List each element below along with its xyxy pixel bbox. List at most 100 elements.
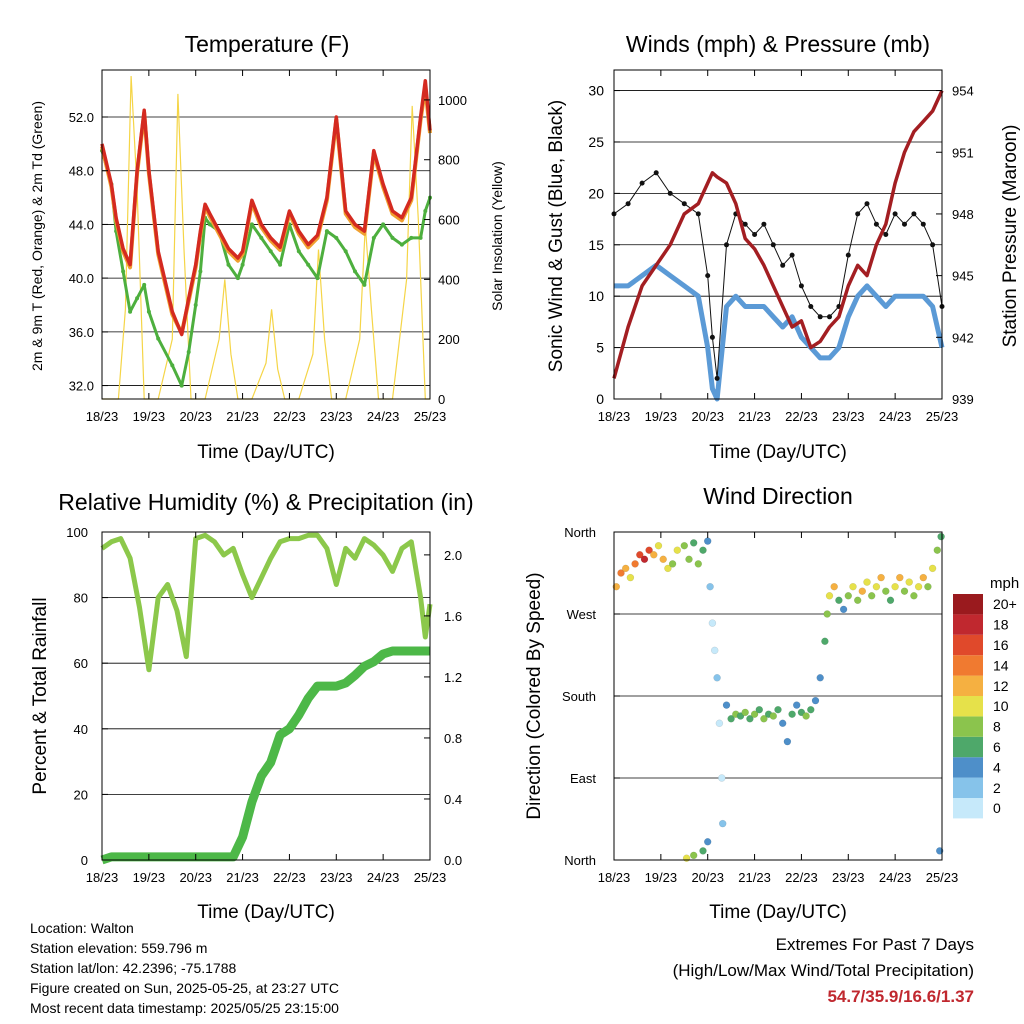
direction-point (849, 582, 857, 591)
direction-point (924, 582, 932, 591)
dewpoint-point (343, 249, 348, 254)
direction-point (807, 705, 815, 714)
gust-point (752, 232, 758, 237)
direction-point (664, 564, 672, 573)
legend-swatch (953, 634, 983, 656)
dewpoint-point (390, 235, 395, 240)
extremes-title: Extremes For Past 7 Days (775, 935, 974, 954)
dewpoint-point (146, 309, 151, 314)
x-tick-label: 18/23 (598, 409, 631, 424)
gust-point (789, 252, 795, 258)
gust-point (798, 283, 804, 289)
y-right-tick-label: 0.4 (444, 792, 462, 807)
direction-point (703, 838, 712, 846)
legend-swatch (953, 614, 983, 635)
x-tick-label: 25/23 (414, 870, 447, 885)
direction-point (722, 701, 731, 709)
legend-label: 18 (993, 617, 1009, 633)
direction-point (858, 587, 867, 595)
direction-point (612, 582, 621, 591)
legend-label: 8 (993, 719, 1001, 735)
y-right-tick-label: 2.0 (444, 548, 462, 563)
dewpoint-point (207, 222, 212, 227)
dewpoint-point (142, 282, 147, 287)
direction-point (621, 564, 630, 573)
direction-point (713, 674, 721, 682)
dewpoint-point (156, 336, 161, 341)
dewpoint-point (315, 276, 320, 281)
direction-point (699, 546, 707, 554)
station-location: Location: Walton (30, 920, 134, 936)
dewpoint-point (198, 269, 203, 274)
legend-label: 2 (993, 780, 1001, 796)
y-tick-label: 20 (588, 185, 604, 201)
x-tick-label: 18/23 (598, 870, 631, 885)
direction-point (905, 578, 913, 586)
direction-point (668, 560, 677, 568)
direction-point (867, 592, 876, 600)
dewpoint-point (278, 262, 283, 267)
direction-point (617, 569, 625, 577)
x-tick-label: 21/23 (738, 409, 771, 424)
y-tick-label: 30 (588, 83, 604, 99)
legend-label: 4 (993, 759, 1001, 775)
x-tick-label: 19/23 (133, 870, 166, 885)
direction-point (802, 712, 810, 720)
x-tick-label: 25/23 (926, 870, 959, 885)
dewpoint-point (409, 235, 414, 240)
y-tick-label: 44.0 (69, 217, 94, 232)
gust-point (808, 304, 814, 309)
legend-swatch (953, 757, 983, 778)
direction-point (727, 715, 735, 723)
gust-point (653, 170, 659, 176)
legend-swatch (953, 655, 983, 676)
y-tick-label: 40 (74, 722, 88, 737)
direction-point (919, 573, 928, 582)
wind-direction-title: Wind Direction (703, 483, 853, 509)
gust-point (625, 201, 631, 207)
direction-point (825, 592, 834, 600)
direction-point (682, 854, 691, 862)
x-tick-label: 24/23 (879, 409, 912, 424)
y-tick-label: West (567, 607, 597, 622)
temperature-title: Temperature (F) (185, 31, 350, 57)
direction-point (760, 715, 768, 723)
x-tick-label: 24/23 (367, 870, 400, 885)
dewpoint-point (306, 262, 311, 267)
y-right-tick-label: 954 (952, 84, 974, 99)
y-tick-label: 25 (588, 134, 604, 150)
humidity-y-label: Percent & Total Rainfall (30, 597, 51, 794)
temperature-y-label-right: Solar Insolation (Yellow) (489, 161, 505, 311)
direction-point (914, 582, 923, 591)
y-tick-label: 20 (74, 787, 88, 802)
dewpoint-point (193, 303, 198, 307)
gust-point (639, 180, 645, 186)
dewpoint-point (135, 296, 140, 301)
station-elevation: Station elevation: 559.796 m (30, 940, 208, 956)
temperature-plot-frame (101, 69, 431, 400)
legend-swatch (953, 716, 983, 737)
gust-point (695, 211, 701, 217)
direction-point (783, 737, 792, 746)
y-tick-label: 36.0 (69, 325, 94, 340)
y-right-tick-label: 948 (952, 207, 974, 222)
gust-point (709, 334, 715, 340)
temperature-y-label: 2m & 9m T (Red, Orange) & 2m Td (Green) (29, 101, 45, 371)
direction-point (769, 712, 778, 720)
x-tick-label: 24/23 (367, 409, 400, 424)
x-tick-label: 24/23 (879, 870, 912, 885)
dewpoint-point (399, 242, 404, 247)
y-right-tick-label: 1.2 (444, 670, 462, 685)
y-tick-label: 5 (596, 340, 604, 356)
dewpoint-point (296, 249, 301, 254)
y-right-tick-label: 951 (952, 145, 974, 160)
y-tick-label: 52.0 (69, 110, 94, 125)
direction-point (680, 541, 689, 550)
gust-point (902, 221, 907, 227)
x-tick-label: 22/23 (785, 409, 818, 424)
direction-point (718, 774, 726, 782)
gust-point (761, 221, 767, 227)
wind-speed-line (614, 262, 945, 402)
direction-point (703, 537, 712, 545)
x-tick-label: 25/23 (414, 409, 447, 424)
